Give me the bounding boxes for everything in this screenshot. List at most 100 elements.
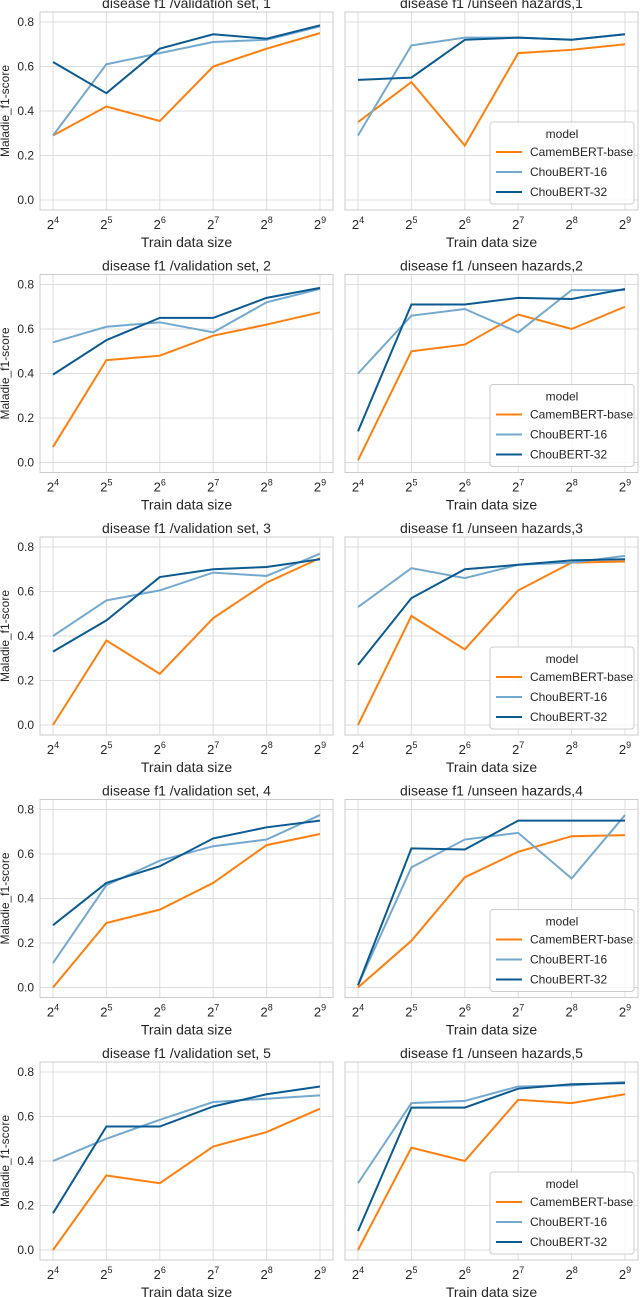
legend: model CamemBERT-base ChouBERT-16 ChouBERT-3… — [489, 646, 635, 730]
y-tick-label: 0.0 — [17, 456, 34, 470]
plot-frame — [39, 1061, 334, 1261]
legend-title: model — [546, 127, 579, 141]
x-tick-label: 27 — [207, 1003, 219, 1020]
x-tick-label: 25 — [100, 478, 112, 495]
plot-frame — [344, 1061, 639, 1261]
x-tick-label: 25 — [405, 1265, 417, 1282]
x-tick-label: 27 — [207, 215, 219, 232]
subplot-1: disease f1 /validation set, 1 24 25 26 27 28 2… — [0, 0, 334, 250]
subplot-title: disease f1 /validation set, 2 — [102, 258, 271, 274]
x-tick-label: 27 — [207, 740, 219, 757]
y-tick-label: 0.6 — [17, 847, 34, 861]
y-tick-label: 0.2 — [17, 936, 34, 950]
x-tick-label: 24 — [47, 1265, 59, 1282]
y-tick-label: 0.8 — [17, 803, 34, 817]
y-tick-label: 0.4 — [17, 104, 34, 118]
series-line-camembert-base — [357, 305, 626, 461]
y-axis-label: Maladie_f1-score — [0, 590, 12, 682]
x-tick-label: 27 — [512, 1003, 524, 1020]
legend-entry: CamemBERT-base — [530, 145, 633, 159]
legend-box — [489, 909, 635, 992]
x-axis-label: Train data size — [446, 1284, 538, 1297]
series-line-choubert-16 — [52, 552, 321, 637]
series-line-choubert-32 — [357, 1082, 626, 1232]
x-tick-label: 26 — [154, 1265, 166, 1282]
plot-frame — [39, 11, 334, 211]
x-tick-label: 25 — [405, 740, 417, 757]
x-tick-label: 24 — [352, 478, 364, 495]
x-tick-label: 25 — [100, 1003, 112, 1020]
x-tick-label: 29 — [619, 1265, 631, 1282]
x-tick-label: 26 — [459, 740, 471, 757]
x-tick-label: 26 — [459, 215, 471, 232]
x-axis-label: Train data size — [141, 759, 233, 775]
legend-entry: CamemBERT-base — [530, 408, 633, 422]
y-tick-label: 0.4 — [17, 892, 34, 906]
subplot-2: disease f1 /unseen hazards,1 24 25 26 27 28 29… — [344, 0, 639, 250]
plot-frame — [39, 536, 334, 736]
x-tick-label: 29 — [619, 478, 631, 495]
x-axis-label: Train data size — [446, 759, 538, 775]
x-tick-label: 28 — [565, 215, 577, 232]
legend-entry: ChouBERT-32 — [530, 1235, 607, 1249]
subplot-title: disease f1 /unseen hazards,3 — [400, 520, 583, 536]
series-line-choubert-16 — [357, 289, 625, 375]
subplot-title: disease f1 /unseen hazards,5 — [400, 1045, 583, 1061]
y-axis-label: Maladie_f1-score — [0, 65, 12, 157]
x-tick-label: 24 — [47, 478, 59, 495]
x-tick-label: 28 — [565, 1003, 577, 1020]
series-line-camembert-base — [357, 1093, 626, 1251]
y-tick-label: 0.6 — [17, 60, 34, 74]
legend-entry: ChouBERT-16 — [530, 428, 607, 442]
x-tick-label: 26 — [154, 478, 166, 495]
legend: model CamemBERT-base ChouBERT-16 ChouBERT-3… — [489, 121, 635, 205]
subplot-6: disease f1 /unseen hazards,3 24 25 26 27 28 29… — [344, 520, 639, 775]
subplot-title: disease f1 /unseen hazards,2 — [400, 258, 583, 274]
legend-entry: ChouBERT-16 — [530, 953, 607, 967]
x-tick-label: 25 — [405, 215, 417, 232]
subplot-3: disease f1 /validation set, 2 24 25 26 27 28 2… — [0, 258, 334, 513]
x-tick-label: 29 — [619, 740, 631, 757]
series-line-camembert-base — [52, 311, 321, 448]
x-axis-label: Train data size — [141, 497, 233, 513]
legend-entry: CamemBERT-base — [530, 670, 633, 684]
x-tick-label: 29 — [619, 1003, 631, 1020]
x-tick-label: 24 — [352, 1003, 364, 1020]
series-line-choubert-32 — [357, 287, 626, 432]
y-axis-label: Maladie_f1-score — [0, 852, 12, 944]
x-tick-label: 24 — [47, 740, 59, 757]
plot-frame — [39, 799, 334, 998]
y-tick-label: 0.8 — [17, 278, 34, 292]
series-line-choubert-16 — [52, 25, 321, 137]
legend-title: model — [546, 915, 579, 929]
y-tick-label: 0.2 — [17, 411, 34, 425]
y-tick-label: 0.2 — [17, 1199, 34, 1213]
y-tick-label: 0.2 — [17, 674, 34, 688]
y-axis-label: Maladie_f1-score — [0, 1115, 12, 1207]
x-tick-label: 28 — [260, 740, 272, 757]
legend-box — [489, 384, 635, 467]
x-tick-label: 27 — [512, 740, 524, 757]
y-tick-label: 0.8 — [17, 15, 34, 29]
y-tick-label: 0.4 — [17, 1154, 34, 1168]
series-line-choubert-16 — [357, 554, 626, 608]
legend: model CamemBERT-base ChouBERT-16 ChouBERT-3… — [489, 384, 635, 467]
legend-title: model — [546, 390, 579, 404]
x-tick-label: 28 — [565, 478, 577, 495]
y-tick-label: 0.6 — [17, 1110, 34, 1124]
x-tick-label: 25 — [405, 1003, 417, 1020]
subplot-title: disease f1 /validation set, 5 — [102, 1045, 271, 1061]
legend: model CamemBERT-base ChouBERT-16 ChouBERT-3… — [489, 909, 635, 992]
plot-frame — [344, 536, 639, 736]
x-tick-label: 27 — [512, 478, 524, 495]
series-line-choubert-16 — [52, 814, 321, 964]
subplot-5: disease f1 /validation set, 3 24 25 26 27 28 2… — [0, 520, 334, 775]
legend: model CamemBERT-base ChouBERT-16 ChouBERT-3… — [489, 1171, 635, 1255]
series-line-choubert-32 — [52, 819, 321, 926]
x-tick-label: 26 — [459, 1003, 471, 1020]
series-line-choubert-16 — [52, 1094, 321, 1162]
y-tick-label: 0.0 — [17, 193, 34, 207]
x-tick-label: 29 — [314, 740, 326, 757]
plot-frame — [344, 274, 639, 473]
x-tick-label: 24 — [47, 215, 59, 232]
